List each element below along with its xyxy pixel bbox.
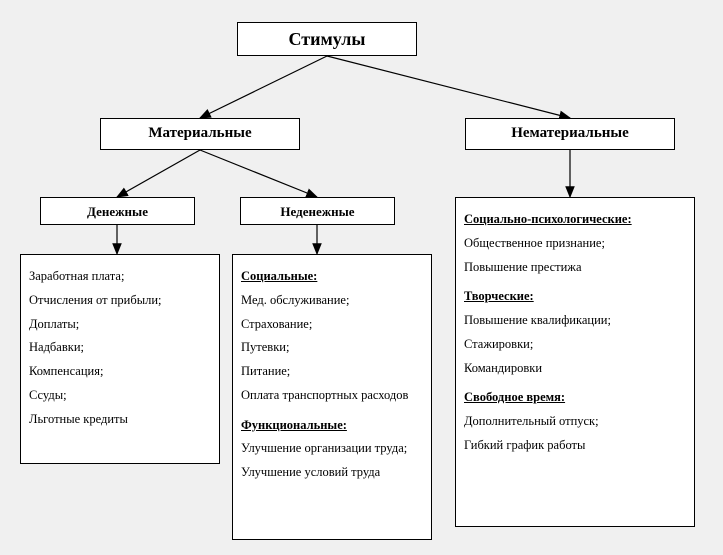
list-item: Доплаты; xyxy=(29,313,211,337)
section-title: Социально-психологические: xyxy=(464,208,686,232)
list-item: Заработная плата; xyxy=(29,265,211,289)
list-item: Общественное признание; xyxy=(464,232,686,256)
list-item: Надбавки; xyxy=(29,336,211,360)
list-item: Стажировки; xyxy=(464,333,686,357)
list-item: Питание; xyxy=(241,360,423,384)
section-title: Свободное время: xyxy=(464,386,686,410)
node-monetary: Денежные xyxy=(40,197,195,225)
section-title: Творческие: xyxy=(464,285,686,309)
node-nonmaterial-label: Нематериальные xyxy=(511,125,629,141)
list-nonmonetary: Социальные:Мед. обслуживание;Страхование… xyxy=(232,254,432,540)
node-material: Материальные xyxy=(100,118,300,150)
list-item: Мед. обслуживание; xyxy=(241,289,423,313)
list-item: Путевки; xyxy=(241,336,423,360)
node-material-label: Материальные xyxy=(148,125,251,141)
root-label: Стимулы xyxy=(289,29,366,49)
node-nonmaterial: Нематериальные xyxy=(465,118,675,150)
list-item: Командировки xyxy=(464,357,686,381)
root-node: Стимулы xyxy=(237,22,417,56)
list-item: Улучшение условий труда xyxy=(241,461,423,485)
list-item: Льготные кредиты xyxy=(29,408,211,432)
list-item: Повышение престижа xyxy=(464,256,686,280)
list-item: Ссуды; xyxy=(29,384,211,408)
list-item: Оплата транспортных расходов xyxy=(241,384,423,408)
list-nonmaterial: Социально-психологические:Общественное п… xyxy=(455,197,695,527)
list-item: Повышение квалификации; xyxy=(464,309,686,333)
list-item: Страхование; xyxy=(241,313,423,337)
section-title: Социальные: xyxy=(241,265,423,289)
node-nonmonetary: Неденежные xyxy=(240,197,395,225)
list-item: Отчисления от прибыли; xyxy=(29,289,211,313)
list-item: Гибкий график работы xyxy=(464,434,686,458)
list-item: Улучшение организации труда; xyxy=(241,437,423,461)
list-item: Компенсация; xyxy=(29,360,211,384)
node-nonmonetary-label: Неденежные xyxy=(280,204,354,219)
node-monetary-label: Денежные xyxy=(87,204,148,219)
section-title: Функциональные: xyxy=(241,414,423,438)
list-item: Дополнительный отпуск; xyxy=(464,410,686,434)
list-monetary: Заработная плата;Отчисления от прибыли;Д… xyxy=(20,254,220,464)
